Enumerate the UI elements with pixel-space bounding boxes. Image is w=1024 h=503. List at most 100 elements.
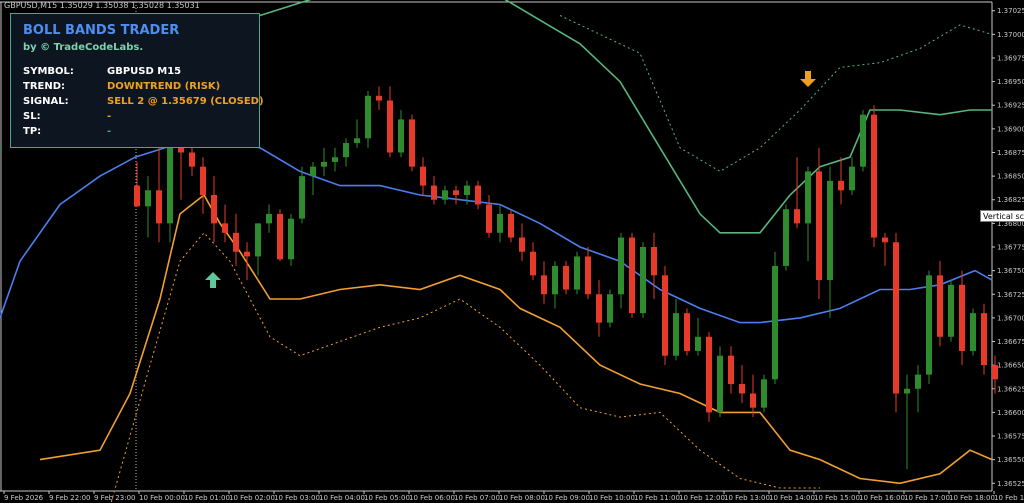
bear-candle: [794, 209, 800, 224]
sl-value: -: [107, 111, 112, 122]
panel-row-sl: SL: -: [23, 111, 111, 122]
bear-candle: [871, 114, 877, 238]
bear-candle: [651, 247, 657, 276]
bear-candle: [937, 275, 943, 337]
panel-row-symbol: SYMBOL: GBPUSD M15: [23, 66, 181, 77]
x-tick-label: 10 Feb 17:00: [904, 494, 950, 502]
bear-candle: [596, 294, 602, 323]
bull-candle: [552, 265, 558, 295]
vertical-scale-label[interactable]: Vertical scale: [980, 210, 1024, 222]
y-tick-label: 1.36575: [997, 433, 1024, 441]
bull-candle: [761, 379, 767, 408]
y-tick-label: 1.36950: [997, 78, 1024, 86]
boll-bands-trader-panel: BOLL BANDS TRADER by © TradeCodeLabs. SY…: [10, 13, 264, 148]
y-tick-label: 1.36975: [997, 54, 1024, 62]
bear-candle: [585, 256, 591, 295]
bear-candle: [409, 119, 415, 167]
bull-candle: [332, 157, 338, 162]
x-tick-label: 10 Feb 13:00: [724, 494, 770, 502]
bull-candle: [783, 209, 789, 266]
bull-candle: [442, 190, 448, 200]
panel-row-trend: TREND: DOWNTREND (RISK): [23, 81, 220, 92]
lower-band-dotted: [110, 232, 820, 503]
x-tick-label: 10 Feb 03:00: [274, 494, 320, 502]
bear-candle: [387, 100, 393, 153]
bear-candle: [453, 190, 459, 196]
bear-candle: [475, 185, 481, 205]
bull-candle: [640, 247, 646, 314]
bull-candle: [310, 166, 316, 177]
y-tick-label: 1.36750: [997, 267, 1024, 275]
signal-key: SIGNAL:: [23, 96, 69, 107]
bear-candle: [200, 166, 206, 196]
x-tick-label: 10 Feb 14:00: [769, 494, 815, 502]
x-tick-label: 9 Feb 2026: [4, 494, 44, 502]
x-tick-label: 10 Feb 15:00: [814, 494, 860, 502]
bull-candle: [970, 313, 976, 351]
x-tick-label: 10 Feb 07:00: [454, 494, 500, 502]
bull-candle: [574, 256, 580, 290]
trend-value: DOWNTREND (RISK): [107, 81, 221, 92]
x-tick-label: 10 Feb 00:00: [139, 494, 185, 502]
bull-candle: [849, 166, 855, 191]
trend-key: TREND:: [23, 81, 66, 92]
bear-candle: [530, 251, 536, 276]
bear-candle: [376, 95, 382, 101]
upper-band: [139, 0, 992, 234]
tp-key: TP:: [23, 126, 42, 137]
bear-candle: [508, 213, 514, 238]
y-tick-label: 1.36625: [997, 385, 1024, 393]
panel-row-signal: SIGNAL: SELL 2 @ 1.35679 (CLOSED): [23, 96, 264, 107]
bear-candle: [541, 275, 547, 295]
bear-candle: [134, 185, 140, 207]
bull-candle: [497, 213, 503, 233]
x-tick-label: 10 Feb 10:00: [589, 494, 635, 502]
x-tick-label: 10 Feb 05:00: [364, 494, 410, 502]
x-tick-label: 10 Feb 18:00: [949, 494, 995, 502]
y-tick-label: 1.36600: [997, 409, 1024, 417]
y-tick-label: 1.36850: [997, 173, 1024, 181]
bull-candle: [365, 95, 371, 139]
y-tick-label: 1.36925: [997, 102, 1024, 110]
bear-candle: [750, 393, 756, 408]
x-tick-label: 10 Feb 19:00: [994, 494, 1024, 502]
bear-candle: [486, 204, 492, 233]
y-tick-label: 1.36675: [997, 338, 1024, 346]
x-tick-label: 10 Feb 16:00: [859, 494, 905, 502]
bear-candle: [893, 242, 899, 394]
bull-candle: [926, 275, 932, 375]
tp-value: -: [107, 126, 112, 137]
bear-candle: [959, 284, 965, 351]
x-tick-label: 10 Feb 04:00: [319, 494, 365, 502]
bull-candle: [805, 171, 811, 224]
bear-candle: [706, 336, 712, 413]
bull-candle: [695, 336, 701, 351]
bear-candle: [882, 237, 888, 243]
y-tick-label: 1.37000: [997, 31, 1024, 39]
panel-title: BOLL BANDS TRADER: [23, 23, 180, 38]
bear-candle: [838, 180, 844, 191]
y-tick-label: 1.36900: [997, 125, 1024, 133]
bull-candle: [860, 114, 866, 167]
bull-candle: [607, 294, 613, 323]
chart-title-bar: GBPUSD,M15 1.35029 1.35038 1.35028 1.350…: [4, 1, 200, 10]
bull-candle: [618, 237, 624, 295]
bull-candle: [673, 313, 679, 356]
bear-candle: [277, 213, 283, 260]
y-tick-label: 1.36775: [997, 244, 1024, 252]
panel-row-tp: TP: -: [23, 126, 111, 137]
bull-candle: [772, 265, 778, 380]
bull-candle: [948, 284, 954, 337]
bear-candle: [244, 251, 250, 257]
bull-candle: [321, 161, 327, 167]
bear-candle: [816, 171, 822, 281]
x-tick-label: 10 Feb 11:00: [634, 494, 680, 502]
bear-candle: [431, 185, 437, 200]
y-tick-label: 1.36825: [997, 196, 1024, 204]
bull-candle: [266, 213, 272, 224]
bull-candle: [343, 143, 349, 158]
lower-band: [39, 193, 993, 485]
x-tick-label: 10 Feb 09:00: [544, 494, 590, 502]
middle-band: [0, 137, 993, 324]
x-tick-label: 9 Feb 22:00: [49, 494, 90, 502]
